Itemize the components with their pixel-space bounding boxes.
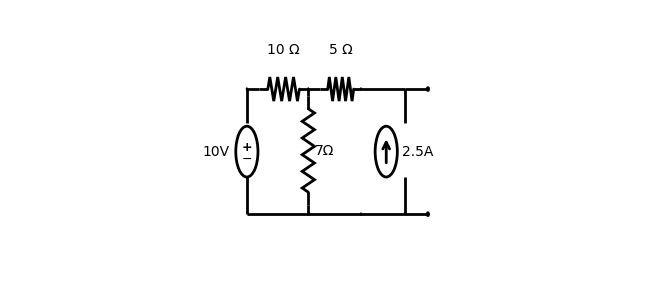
- Ellipse shape: [360, 213, 361, 215]
- Text: 10V: 10V: [202, 144, 229, 159]
- Ellipse shape: [308, 88, 309, 90]
- Text: 7Ω: 7Ω: [315, 144, 335, 158]
- Text: 2.5A: 2.5A: [402, 144, 433, 159]
- Text: 5 Ω: 5 Ω: [329, 43, 353, 57]
- Ellipse shape: [375, 126, 397, 177]
- Ellipse shape: [236, 126, 258, 177]
- Ellipse shape: [427, 213, 428, 215]
- Text: 10 Ω: 10 Ω: [267, 43, 300, 57]
- Ellipse shape: [427, 88, 428, 90]
- Text: −: −: [242, 153, 252, 166]
- Ellipse shape: [308, 213, 309, 215]
- Text: +: +: [242, 141, 252, 154]
- Ellipse shape: [246, 88, 247, 90]
- Ellipse shape: [360, 88, 361, 90]
